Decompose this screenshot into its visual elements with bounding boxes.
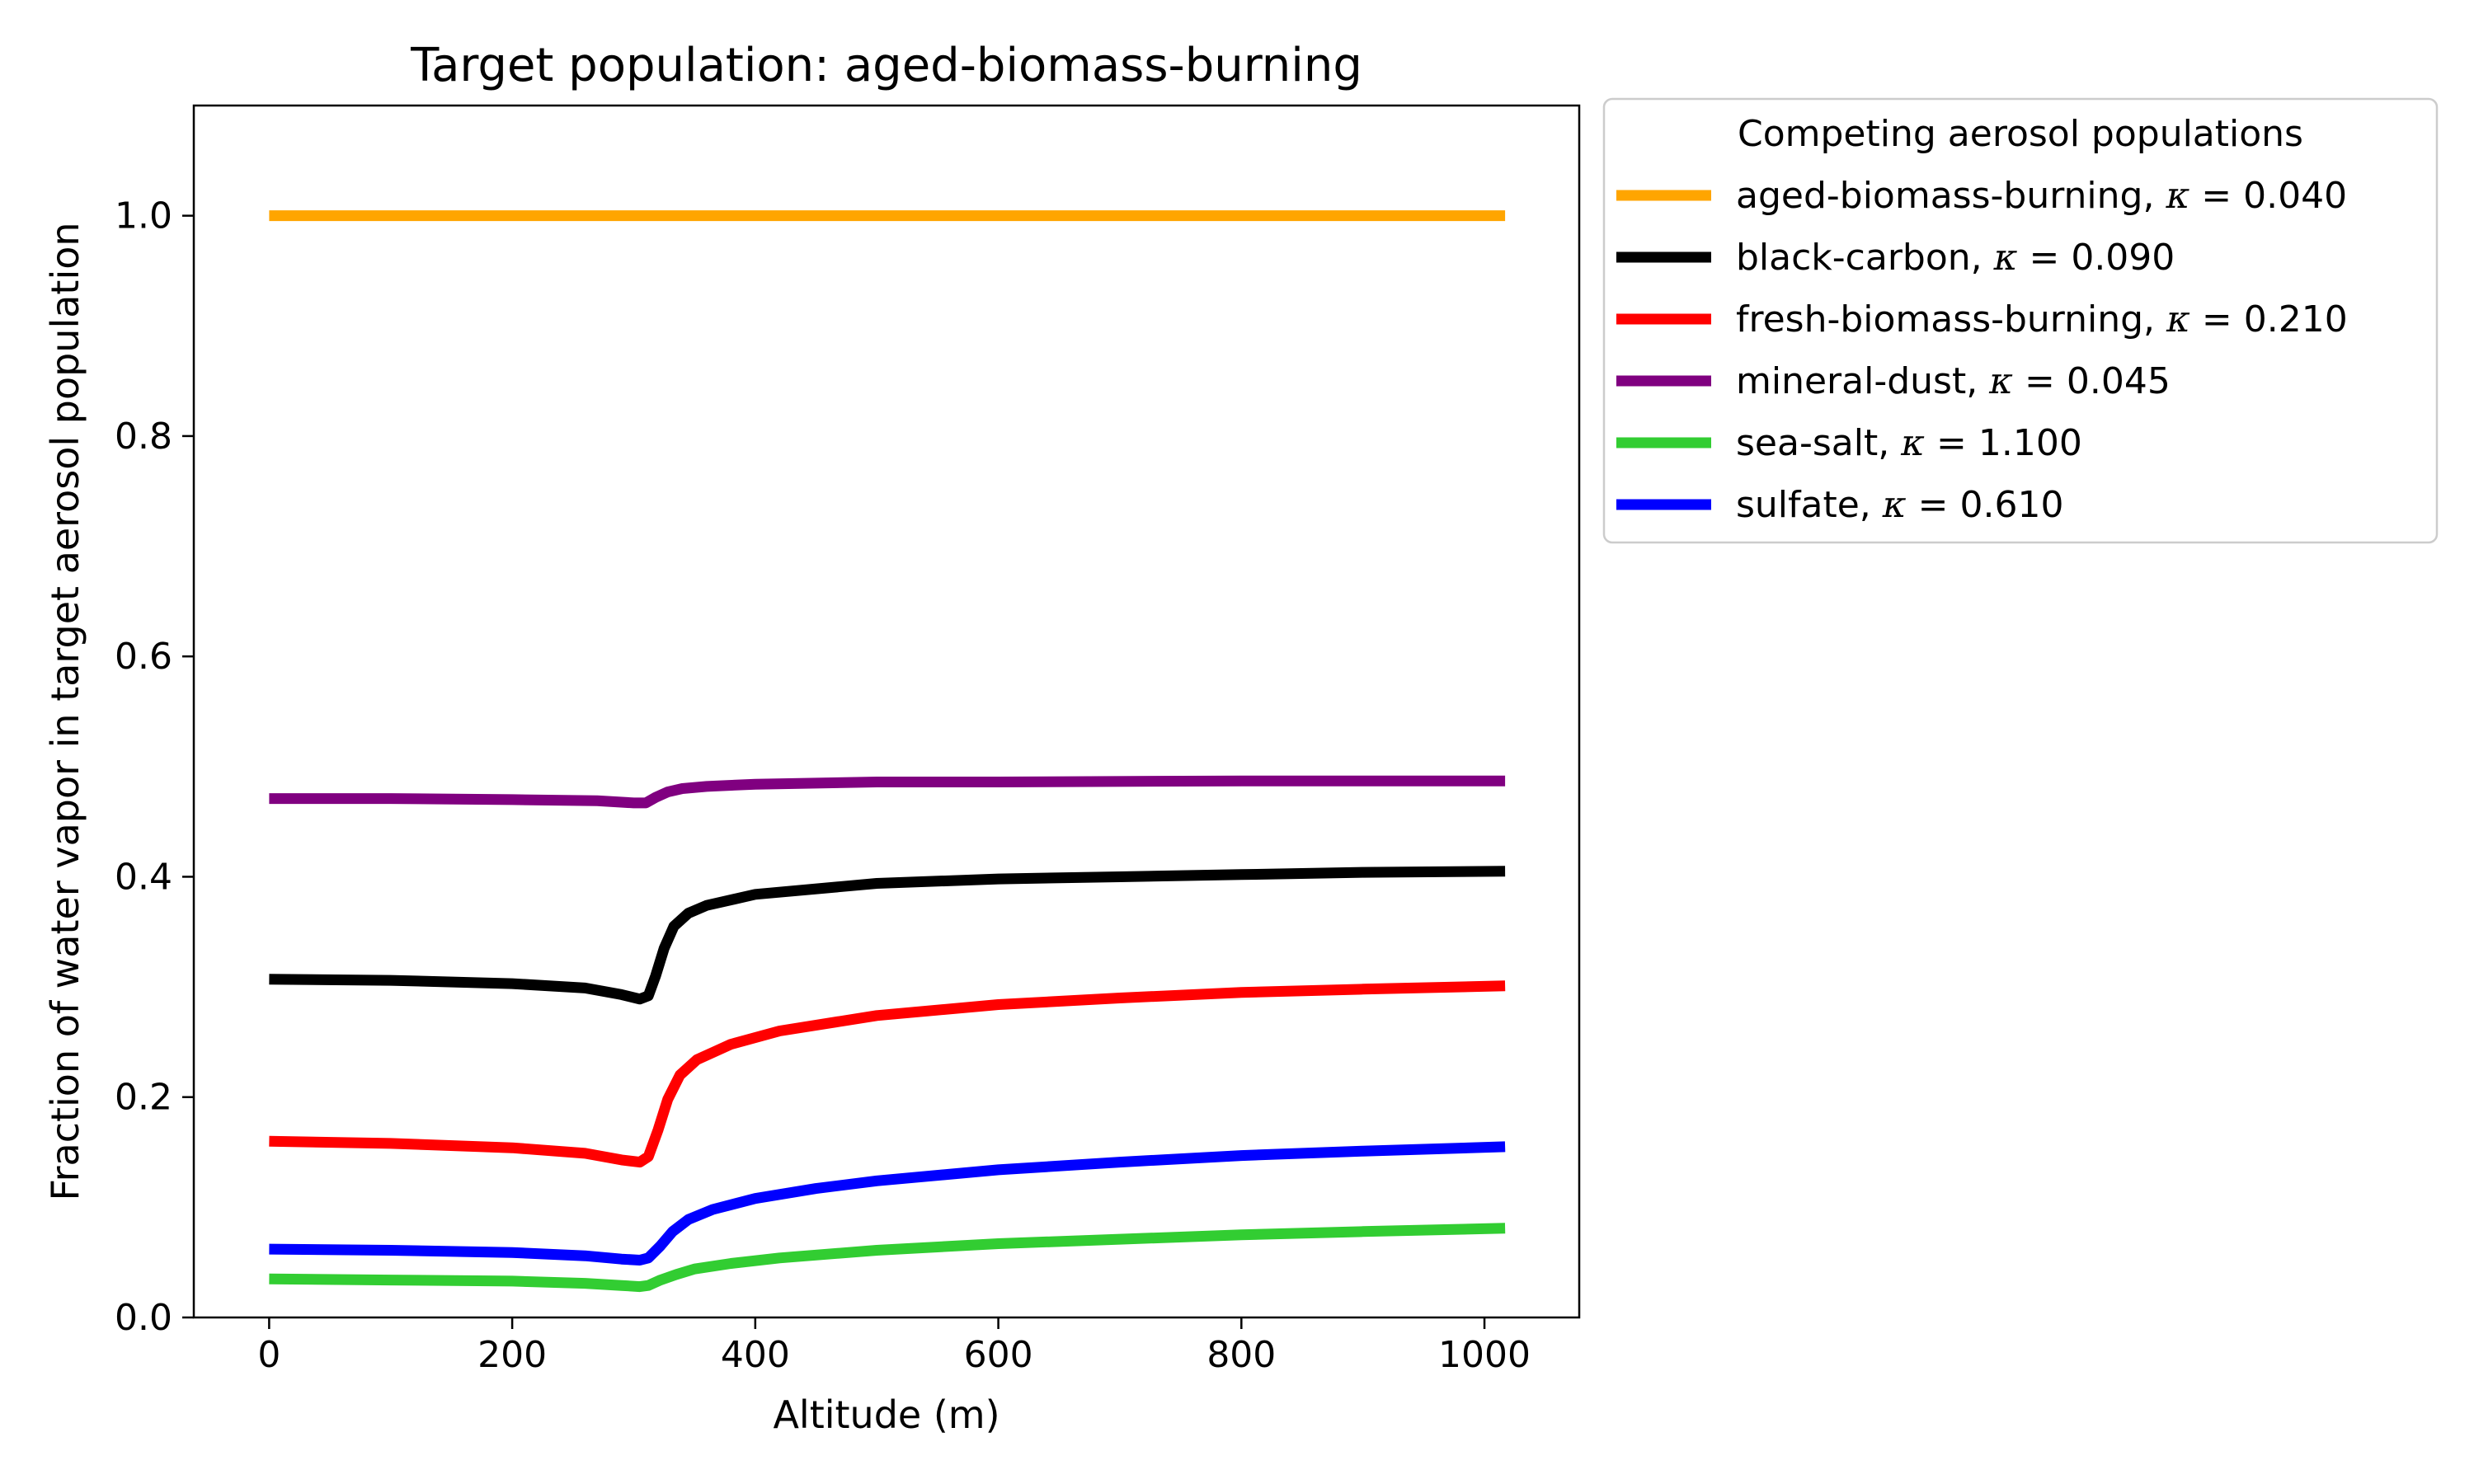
y-tick-label: 0.0 [115,1297,172,1339]
x-tick-label: 400 [721,1334,790,1376]
series-line-mineral-dust [269,775,1506,809]
legend-entry-sulfate: sulfate, κ = 0.610 [1736,484,2063,526]
y-tick-label: 0.8 [115,416,172,458]
legend-entry-mineral-dust: mineral-dust, κ = 0.045 [1736,360,2171,402]
x-tick-label: 600 [964,1334,1033,1376]
legend-entry-black-carbon: black-carbon, κ = 0.090 [1736,237,2175,279]
series-line-sea-salt [269,1223,1506,1293]
legend-entry-sea-salt: sea-salt, κ = 1.100 [1736,422,2082,464]
legend-title: Competing aerosol populations [1738,113,2303,155]
x-tick-label: 800 [1206,1334,1276,1376]
x-tick-label: 1000 [1438,1334,1531,1376]
x-tick-label: 0 [257,1334,280,1376]
legend-frame [1602,97,2439,544]
y-tick-label: 0.4 [115,856,172,898]
y-tick-label: 1.0 [115,195,172,237]
y-axis-ticks: 0.0 0.2 0.4 0.6 0.8 1.0 [115,195,194,1339]
y-tick-label: 0.6 [115,636,172,678]
plot-frame [192,104,1581,1319]
series-layer [269,210,1506,1293]
series-line-black-carbon [269,866,1506,1005]
x-axis-ticks: 0 200 400 600 800 1000 [257,1317,1531,1376]
plot-area [192,104,1581,1319]
legend: Competing aerosol populations aged-bioma… [1602,97,2439,544]
y-tick-label: 0.2 [115,1077,172,1119]
series-line-fresh-biomass-burning [269,980,1506,1168]
series-line-sulfate [269,1141,1506,1266]
legend-entry-fresh-biomass-burning: fresh-biomass-burning, κ = 0.210 [1736,298,2348,340]
y-axis-label: Fraction of water vapor in target aeroso… [43,222,87,1200]
x-axis-label: Altitude (m) [773,1392,999,1437]
x-tick-label: 200 [477,1334,547,1376]
chart-title: Target population: aged-biomass-burning [410,39,1362,92]
legend-items: aged-biomass-burning, κ = 0.040 black-car… [1616,175,2348,526]
legend-entry-aged-biomass-burning: aged-biomass-burning, κ = 0.040 [1736,175,2347,217]
